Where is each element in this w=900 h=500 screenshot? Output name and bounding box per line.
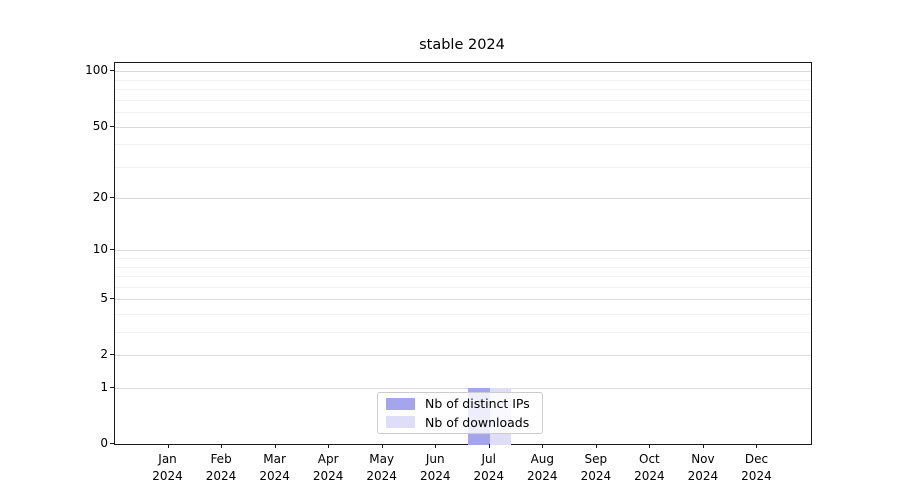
legend-row: Nb of downloads — [386, 415, 534, 431]
minor-gridline — [115, 258, 811, 259]
y-tick-mark — [110, 442, 114, 444]
x-tick-label: Apr 2024 — [312, 452, 344, 483]
x-tick-label: Oct 2024 — [634, 452, 665, 483]
legend-swatch-downloads — [386, 416, 415, 429]
minor-gridline — [115, 99, 811, 101]
x-tick-mark — [167, 444, 169, 448]
x-tick-label: Nov 2024 — [687, 452, 719, 483]
minor-gridline — [115, 286, 811, 288]
x-tick-label: Jun 2024 — [419, 452, 451, 483]
y-tick-mark — [110, 70, 114, 72]
x-tick-mark — [542, 444, 544, 448]
legend-swatch-distinct-ips — [386, 397, 415, 410]
plot-area — [114, 62, 812, 445]
major-gridline — [115, 198, 811, 200]
y-tick-label: 10 — [92, 242, 108, 257]
x-tick-mark — [702, 444, 704, 448]
x-tick-mark — [221, 444, 223, 448]
y-tick-mark — [110, 249, 114, 251]
x-tick-label: May 2024 — [366, 452, 397, 483]
y-tick-mark — [110, 197, 114, 199]
x-tick-label: Mar 2024 — [259, 452, 290, 483]
x-tick-mark — [381, 444, 383, 448]
legend-row: Nb of distinct IPs — [386, 396, 534, 412]
minor-gridline — [115, 331, 811, 333]
x-tick-mark — [649, 444, 651, 448]
minor-gridline — [115, 79, 811, 81]
x-tick-label: Sep 2024 — [580, 452, 612, 483]
minor-gridline — [115, 166, 811, 168]
x-tick-label: Jul 2024 — [473, 452, 505, 483]
y-tick-mark — [110, 125, 114, 127]
minor-gridline — [115, 89, 811, 91]
chart-title: stable 2024 — [419, 37, 505, 53]
y-tick-label: 2 — [100, 347, 108, 362]
x-tick-mark — [488, 444, 490, 448]
y-tick-mark — [110, 298, 114, 300]
minor-gridline — [115, 144, 811, 146]
legend-label-distinct-ips: Nb of distinct IPs — [425, 396, 530, 412]
y-tick-mark — [110, 386, 114, 388]
x-tick-label: Jan 2024 — [152, 452, 183, 483]
x-tick-label: Dec 2024 — [741, 452, 772, 483]
major-gridline — [115, 299, 811, 301]
major-gridline — [115, 126, 811, 128]
y-tick-label: 100 — [85, 63, 108, 78]
major-gridline — [115, 387, 811, 389]
x-tick-mark — [328, 444, 330, 448]
x-tick-label: Feb 2024 — [205, 452, 237, 483]
minor-gridline — [115, 112, 811, 114]
y-tick-label: 0 — [100, 435, 108, 450]
legend-label-downloads: Nb of downloads — [425, 414, 530, 430]
legend: Nb of distinct IPs Nb of downloads — [377, 392, 543, 434]
x-tick-mark — [756, 444, 758, 448]
x-tick-mark — [595, 444, 597, 448]
x-tick-label: Aug 2024 — [527, 452, 558, 483]
y-tick-label: 1 — [100, 379, 108, 394]
minor-gridline — [115, 266, 811, 268]
minor-gridline — [115, 313, 811, 315]
y-tick-label: 20 — [92, 190, 108, 205]
y-tick-mark — [110, 354, 114, 356]
major-gridline — [115, 250, 811, 252]
major-gridline — [115, 71, 811, 73]
x-tick-mark — [274, 444, 276, 448]
y-tick-label: 50 — [92, 118, 108, 133]
x-tick-mark — [435, 444, 437, 448]
minor-gridline — [115, 276, 811, 277]
y-tick-label: 5 — [100, 291, 108, 306]
major-gridline — [115, 355, 811, 357]
